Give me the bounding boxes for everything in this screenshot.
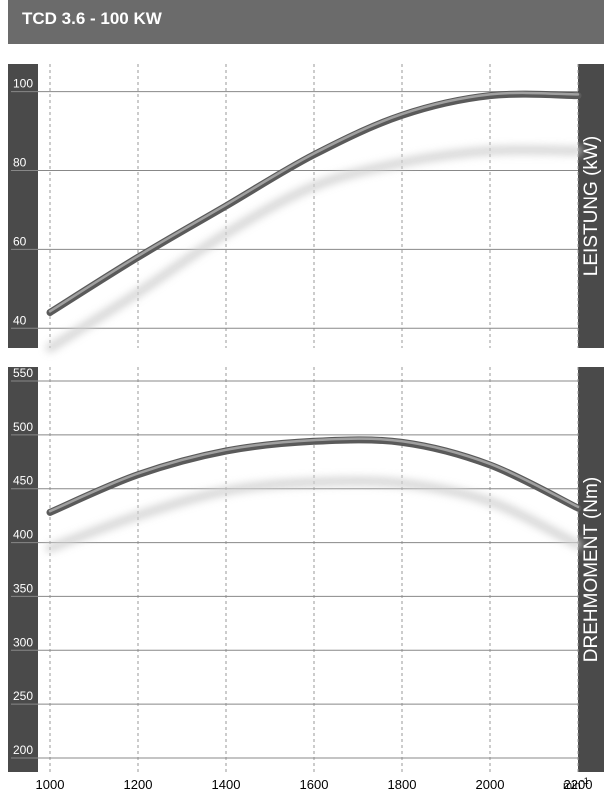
- y-tick-label: 60: [13, 234, 27, 248]
- series-highlight: [48, 91, 580, 313]
- y-tick-label: 40: [13, 313, 27, 327]
- x-tick-label: 1200: [124, 777, 153, 792]
- y-tick-label: 350: [13, 581, 33, 595]
- x-tick-label: 1600: [300, 777, 329, 792]
- plot-area: [38, 367, 578, 772]
- x-tick-label: 2000: [476, 777, 505, 792]
- x-tick-label: 2200: [564, 777, 593, 792]
- x-tick-label: 1800: [388, 777, 417, 792]
- y-tick-label: 250: [13, 689, 33, 703]
- y-tick-label: 200: [13, 743, 33, 757]
- panel-torque: 200 250 300 350 400 450 500 550 DREHMOMENT (Nm): [8, 366, 604, 772]
- y-axis-label: DREHMOMENT (Nm): [581, 477, 602, 662]
- y-tick-label: 500: [13, 420, 33, 434]
- y-tick-label: 550: [13, 366, 33, 380]
- panel-power: 40 60 80 100 LEISTUNG (kW): [8, 64, 604, 353]
- x-unit-exponent: -1: [581, 776, 589, 786]
- series-shadow: [45, 476, 583, 553]
- series-shadow: [45, 145, 583, 353]
- title-bar: TCD 3.6 - 100 KW: [8, 0, 604, 44]
- y-tick-label: 300: [13, 635, 33, 649]
- x-tick-label: 1000: [36, 777, 65, 792]
- x-tick-label: 1400: [212, 777, 241, 792]
- y-tick-label: 80: [13, 156, 27, 170]
- y-tick-label: 100: [13, 77, 33, 91]
- y-axis-label: LEISTUNG (kW): [581, 136, 602, 276]
- y-tick-label: 400: [13, 528, 33, 542]
- series-highlight: [48, 437, 580, 513]
- chart-title: TCD 3.6 - 100 KW: [22, 9, 162, 28]
- y-tick-label: 450: [13, 474, 33, 488]
